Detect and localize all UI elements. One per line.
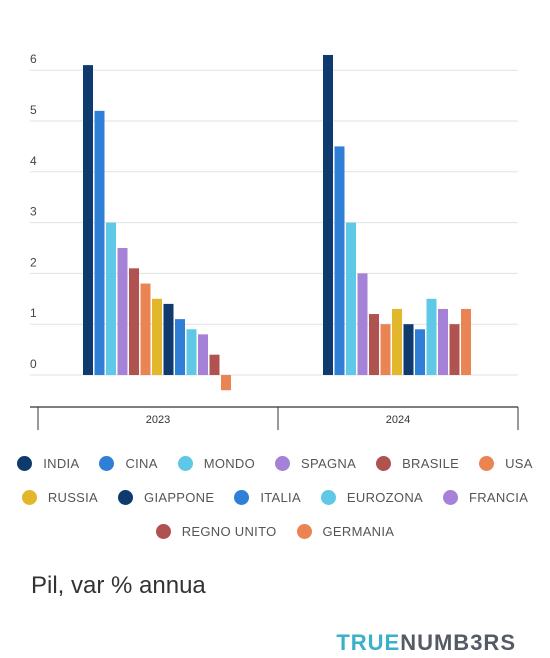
legend-label: REGNO UNITO — [181, 523, 277, 539]
legend-label: BRASILE — [402, 455, 460, 471]
bar-regno-unito-2024 — [449, 324, 460, 375]
bar-francia-2024 — [438, 308, 448, 375]
legend-item: SPAGNA — [275, 455, 357, 471]
bar-chart: 0 1 2 3 4 5 6 2023 2024 — [30, 52, 519, 430]
legend-swatch — [17, 455, 33, 471]
x-tick-label: 2024 — [386, 414, 410, 426]
bar-usa-2023 — [140, 283, 151, 375]
chart-legend: INDIA CINA MONDO SPAGNA BRASILE USA RUSSIA GIAP… — [0, 446, 550, 548]
legend-label: FRANCIA — [469, 489, 529, 505]
legend-label: EUROZONA — [346, 489, 423, 505]
bar-brasile-2024 — [369, 314, 379, 375]
legend-label: SPAGNA — [301, 455, 357, 471]
bar-mondo-2024 — [346, 222, 356, 375]
bar-germania-2023 — [221, 375, 231, 391]
legend-label: USA — [505, 455, 533, 471]
legend-swatch — [275, 455, 291, 471]
legend-item: BRASILE — [376, 455, 460, 471]
legend-item: REGNO UNITO — [155, 523, 277, 539]
legend-item: FRANCIA — [443, 489, 529, 505]
x-tick-label: 2023 — [146, 414, 170, 426]
legend-swatch — [99, 455, 115, 471]
legend-item: GIAPPONE — [118, 489, 215, 505]
legend-label: CINA — [125, 455, 158, 471]
legend-swatch — [177, 455, 193, 471]
y-tick-label: 0 — [30, 357, 37, 371]
legend-swatch — [479, 455, 495, 471]
legend-item: GERMANIA — [296, 523, 395, 539]
bar-russia-2023 — [152, 298, 162, 375]
legend-swatch — [296, 523, 312, 539]
legend-label: GERMANIA — [322, 523, 395, 539]
bar-italia-2023 — [175, 319, 185, 375]
legend-item: INDIA — [17, 455, 80, 471]
bar-cina-2023 — [94, 110, 105, 375]
legend-item: RUSSIA — [21, 489, 99, 505]
y-tick-label: 5 — [30, 103, 37, 117]
legend-swatch — [320, 489, 336, 505]
bar-mondo-2023 — [106, 222, 116, 375]
legend-label: INDIA — [43, 455, 80, 471]
legend-swatch — [376, 455, 392, 471]
legend-label: ITALIA — [260, 489, 301, 505]
bar-eurozona-2024 — [426, 298, 437, 375]
bar-brasile-2023 — [129, 268, 139, 375]
chart-caption: Pil, var % annua — [31, 572, 206, 599]
legend-label: MONDO — [203, 455, 256, 471]
legend-swatch — [118, 489, 134, 505]
y-tick-label: 6 — [30, 52, 37, 66]
legend-item: CINA — [99, 455, 158, 471]
bar-eurozona-2023 — [186, 329, 197, 375]
bar-cina-2024 — [334, 146, 345, 375]
legend-swatch — [155, 523, 171, 539]
bar-russia-2024 — [392, 308, 402, 375]
bar-italia-2024 — [415, 329, 425, 375]
brand-logo: TRUENUMB3RS — [336, 630, 516, 655]
legend-row: REGNO UNITO GERMANIA — [0, 514, 550, 548]
y-tick-label: 3 — [30, 205, 37, 219]
legend-label: RUSSIA — [47, 489, 99, 505]
bar-giappone-2024 — [403, 324, 414, 375]
bar-india-2023 — [83, 65, 93, 376]
bar-germania-2024 — [461, 308, 471, 375]
legend-swatch — [443, 489, 458, 505]
bar-regno-unito-2023 — [209, 354, 220, 375]
legend-item: ITALIA — [234, 489, 301, 505]
y-tick-label: 1 — [30, 306, 37, 320]
legend-row: INDIA CINA MONDO SPAGNA BRASILE USA — [0, 446, 550, 480]
bar-spagna-2024 — [357, 273, 368, 375]
bar-india-2024 — [323, 54, 333, 376]
legend-item: MONDO — [177, 455, 256, 471]
y-tick-label: 2 — [30, 255, 37, 269]
legend-swatch — [21, 489, 37, 505]
legend-item: EUROZONA — [320, 489, 423, 505]
legend-label: GIAPPONE — [144, 489, 215, 505]
bar-francia-2023 — [198, 334, 208, 375]
legend-item: USA — [479, 455, 533, 471]
bar-usa-2024 — [380, 324, 391, 375]
legend-swatch — [234, 489, 250, 505]
y-tick-label: 4 — [30, 154, 37, 168]
bar-spagna-2023 — [117, 248, 128, 375]
legend-row: RUSSIA GIAPPONE ITALIA EUROZONA FRANCIA — [0, 480, 550, 514]
bar-giappone-2023 — [163, 303, 174, 375]
